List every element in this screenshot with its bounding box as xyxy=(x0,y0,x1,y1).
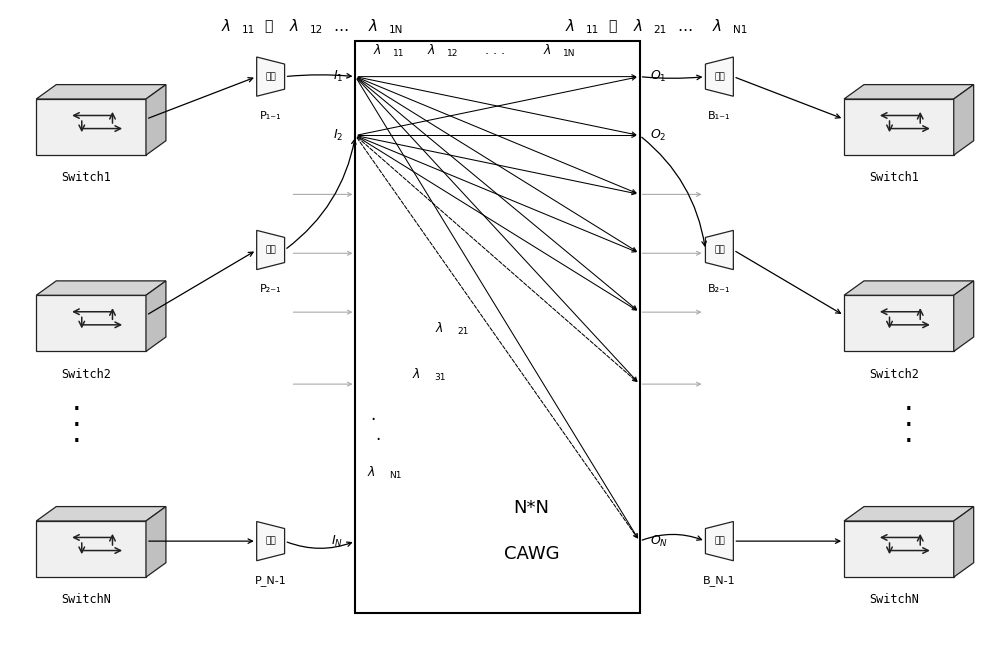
Text: ·: · xyxy=(376,431,381,449)
Text: P₁₋₁: P₁₋₁ xyxy=(260,110,281,121)
Text: 1N: 1N xyxy=(563,49,575,58)
Text: 分波: 分波 xyxy=(714,246,725,254)
Polygon shape xyxy=(844,507,974,521)
Text: ·: · xyxy=(904,428,914,457)
Text: 、: 、 xyxy=(608,19,617,34)
Text: $\lambda$: $\lambda$ xyxy=(412,367,421,381)
Text: Switch1: Switch1 xyxy=(869,171,919,185)
Text: B_N-1: B_N-1 xyxy=(703,575,736,586)
Text: $\lambda$: $\lambda$ xyxy=(373,43,382,57)
Text: $\lambda$: $\lambda$ xyxy=(435,321,444,336)
Polygon shape xyxy=(146,85,166,155)
Text: 31: 31 xyxy=(434,373,446,382)
Polygon shape xyxy=(844,521,954,577)
Text: $\lambda$: $\lambda$ xyxy=(221,18,231,34)
Polygon shape xyxy=(36,295,146,351)
Text: $\lambda$: $\lambda$ xyxy=(565,18,575,34)
Text: ·: · xyxy=(71,428,81,457)
Text: 分波: 分波 xyxy=(714,537,725,545)
Polygon shape xyxy=(954,281,974,351)
Polygon shape xyxy=(146,507,166,577)
Text: ·: · xyxy=(904,396,914,425)
Text: ·: · xyxy=(904,412,914,441)
Bar xyxy=(355,41,640,613)
Polygon shape xyxy=(844,281,974,295)
Text: $\lambda$: $\lambda$ xyxy=(427,43,436,57)
Text: P_N-1: P_N-1 xyxy=(255,575,287,586)
Polygon shape xyxy=(844,295,954,351)
Polygon shape xyxy=(146,281,166,351)
Text: SwitchN: SwitchN xyxy=(869,593,919,606)
Text: B₁₋₁: B₁₋₁ xyxy=(708,110,731,121)
Text: $\lambda$: $\lambda$ xyxy=(367,465,375,480)
Text: N1: N1 xyxy=(389,471,401,480)
Text: 分波: 分波 xyxy=(714,72,725,81)
Text: 12: 12 xyxy=(447,49,459,58)
Text: 11: 11 xyxy=(242,25,255,35)
Polygon shape xyxy=(844,85,974,99)
Text: $O_N$: $O_N$ xyxy=(650,533,668,549)
Polygon shape xyxy=(844,99,954,155)
Text: SwitchN: SwitchN xyxy=(61,593,111,606)
Text: 21: 21 xyxy=(654,25,667,35)
Text: $\lambda$: $\lambda$ xyxy=(289,18,299,34)
Text: ·: · xyxy=(370,411,375,429)
Text: P₂₋₁: P₂₋₁ xyxy=(260,284,281,294)
Text: $\lambda$: $\lambda$ xyxy=(543,43,552,57)
Text: 11: 11 xyxy=(586,25,599,35)
Text: Switch1: Switch1 xyxy=(61,171,111,185)
Polygon shape xyxy=(257,57,285,97)
Text: 合波: 合波 xyxy=(265,246,276,254)
Text: $\lambda$: $\lambda$ xyxy=(712,18,723,34)
Text: Switch2: Switch2 xyxy=(61,368,111,381)
Polygon shape xyxy=(36,99,146,155)
Polygon shape xyxy=(705,522,733,560)
Polygon shape xyxy=(36,521,146,577)
Polygon shape xyxy=(705,231,733,269)
Text: N*N: N*N xyxy=(514,499,550,518)
Text: $O_2$: $O_2$ xyxy=(650,128,666,143)
Text: $\lambda$: $\lambda$ xyxy=(368,18,378,34)
Text: ·: · xyxy=(71,412,81,441)
Text: 11: 11 xyxy=(393,49,405,58)
Text: $O_1$: $O_1$ xyxy=(650,69,666,84)
Polygon shape xyxy=(954,507,974,577)
Text: . . .: . . . xyxy=(485,44,505,57)
Text: 1N: 1N xyxy=(389,25,404,35)
Text: $I_N$: $I_N$ xyxy=(331,533,343,549)
Text: Switch2: Switch2 xyxy=(869,368,919,381)
Text: 21: 21 xyxy=(457,327,468,336)
Polygon shape xyxy=(36,507,166,521)
Polygon shape xyxy=(257,522,285,560)
Polygon shape xyxy=(36,85,166,99)
Text: 合波: 合波 xyxy=(265,537,276,545)
Text: $\lambda$: $\lambda$ xyxy=(633,18,643,34)
Polygon shape xyxy=(36,281,166,295)
Polygon shape xyxy=(705,57,733,97)
Text: $I_1$: $I_1$ xyxy=(333,69,343,84)
Text: B₂₋₁: B₂₋₁ xyxy=(708,284,731,294)
Polygon shape xyxy=(954,85,974,155)
Text: ·: · xyxy=(71,396,81,425)
Text: 、: 、 xyxy=(264,19,273,34)
Text: …: … xyxy=(677,19,692,34)
Text: 12: 12 xyxy=(310,25,323,35)
Text: N1: N1 xyxy=(733,25,748,35)
Text: …: … xyxy=(333,19,348,34)
Text: 合波: 合波 xyxy=(265,72,276,81)
Text: $I_2$: $I_2$ xyxy=(333,128,343,143)
Text: CAWG: CAWG xyxy=(504,545,559,563)
Polygon shape xyxy=(257,231,285,269)
